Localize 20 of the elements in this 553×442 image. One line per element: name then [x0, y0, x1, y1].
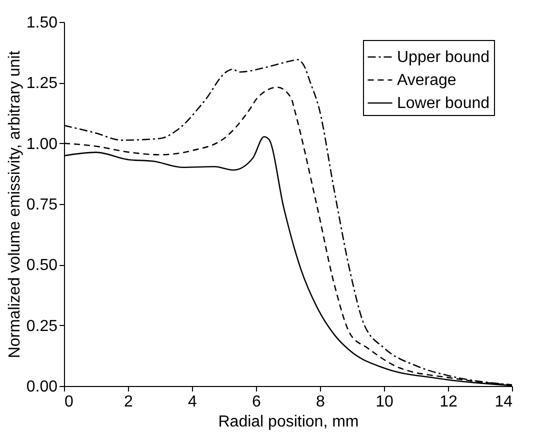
y-tick-label: 0.75 [26, 196, 58, 214]
y-tick-label: 1.25 [26, 75, 58, 92]
y-tick-label: 0.00 [26, 378, 58, 396]
x-axis-title: Radial position, mm [218, 414, 359, 430]
x-tick-label: 4 [188, 394, 198, 410]
legend-label: Upper bound [397, 49, 490, 66]
x-tick-label: 2 [124, 394, 134, 410]
x-tick-label: 10 [376, 394, 394, 410]
y-axis-title: Normalized volume emissivity, arbitrary unit [6, 50, 24, 358]
x-tick-label: 12 [440, 394, 458, 410]
legend-label: Average [397, 72, 456, 89]
y-tick-label: 1.00 [26, 136, 58, 153]
x-tick-label: 6 [252, 394, 262, 410]
y-tick-label: 0.25 [26, 318, 58, 335]
y-tick-label: 1.50 [26, 14, 58, 32]
x-tick-label: 0 [64, 394, 74, 410]
x-tick-label: 14 [494, 394, 513, 410]
x-tick-label: 8 [316, 394, 326, 410]
legend-label: Lower bound [397, 95, 490, 112]
y-tick-label: 0.50 [26, 257, 58, 274]
